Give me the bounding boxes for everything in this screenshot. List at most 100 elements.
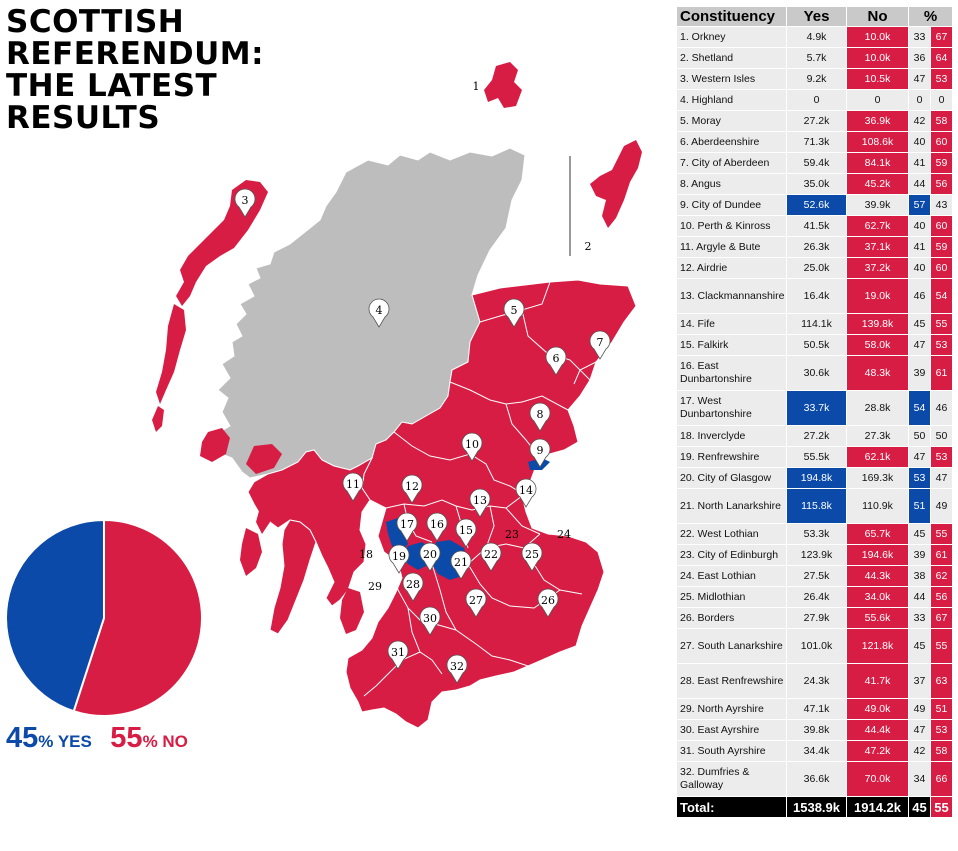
map-marker[interactable]: 10 <box>461 432 483 462</box>
constituency-name: 30. East Ayrshire <box>676 719 787 741</box>
result-summary: 45% YES 55% NO <box>6 722 188 755</box>
map-marker[interactable]: 22 <box>480 542 502 572</box>
marker-pin <box>469 488 491 518</box>
map-marker[interactable]: 20 <box>419 542 441 572</box>
map-marker[interactable]: 12 <box>401 474 423 504</box>
map-marker[interactable]: 11 <box>342 472 364 502</box>
yes-percent-cell: 47 <box>908 334 931 356</box>
map-marker[interactable]: 32 <box>446 654 468 684</box>
table-row: 17. West Dunbartonshire 33.7k 28.8k 54 46 <box>676 390 953 426</box>
no-percent-cell: 53 <box>930 719 953 741</box>
map-marker[interactable]: 24 <box>557 528 571 541</box>
yes-percent-cell: 39 <box>908 544 931 566</box>
map-marker[interactable]: 1 <box>473 80 480 93</box>
map-marker[interactable]: 6 <box>545 346 567 376</box>
map-marker[interactable]: 15 <box>455 518 477 548</box>
region-arran[interactable] <box>340 588 364 634</box>
region-islay[interactable] <box>240 528 262 576</box>
marker-label: 9 <box>537 444 544 457</box>
marker-label: 4 <box>376 304 383 317</box>
region-argyll[interactable] <box>247 449 374 607</box>
map-marker[interactable]: 3 <box>234 188 256 218</box>
map-marker[interactable]: 9 <box>529 438 551 468</box>
region-orkney[interactable] <box>484 62 522 108</box>
region-no-mainland[interactable] <box>345 279 637 729</box>
table-row: 8. Angus 35.0k 45.2k 44 56 <box>676 173 953 195</box>
constituency-name: 18. Inverclyde <box>676 425 787 447</box>
yes-votes: 41.5k <box>786 215 847 237</box>
constituency-name: 15. Falkirk <box>676 334 787 356</box>
region-barra[interactable] <box>152 406 164 432</box>
yes-votes: 25.0k <box>786 257 847 279</box>
map-marker[interactable]: 25 <box>521 542 543 572</box>
no-votes: 62.1k <box>846 446 909 468</box>
region-skye[interactable] <box>200 428 230 462</box>
map-marker[interactable]: 4 <box>368 298 390 328</box>
region-kintyre[interactable] <box>269 519 317 635</box>
map-marker[interactable]: 28 <box>402 572 424 602</box>
map-marker[interactable]: 17 <box>396 512 418 542</box>
yes-percent-cell: 45 <box>908 313 931 335</box>
no-votes: 27.3k <box>846 425 909 447</box>
map-marker[interactable]: 26 <box>537 588 559 618</box>
constituency-name: 10. Perth & Kinross <box>676 215 787 237</box>
constituency-name: 7. City of Aberdeen <box>676 152 787 174</box>
constituency-name: 21. North Lanarkshire <box>676 488 787 524</box>
table-row: 29. North Ayrshire 47.1k 49.0k 49 51 <box>676 698 953 720</box>
marker-pin <box>402 572 424 602</box>
marker-pin <box>529 438 551 468</box>
map-marker[interactable]: 29 <box>368 580 382 593</box>
no-votes: 37.1k <box>846 236 909 258</box>
marker-label: 21 <box>454 556 468 569</box>
map-marker[interactable]: 5 <box>503 298 525 328</box>
marker-label: 16 <box>430 518 444 531</box>
marker-pin <box>503 298 525 328</box>
map-marker[interactable]: 27 <box>465 588 487 618</box>
constituency-name: 4. Highland <box>676 89 787 111</box>
map-marker[interactable]: 18 <box>359 548 373 561</box>
marker-pin <box>461 432 483 462</box>
map-marker[interactable]: 21 <box>450 550 472 580</box>
region-mull[interactable] <box>246 444 282 474</box>
yes-percent-cell: 50 <box>908 425 931 447</box>
table-row: 26. Borders 27.9k 55.6k 33 67 <box>676 607 953 629</box>
yes-votes: 9.2k <box>786 68 847 90</box>
map-marker[interactable]: 31 <box>387 640 409 670</box>
yes-percent-cell: 0 <box>908 89 931 111</box>
marker-pin <box>419 606 441 636</box>
region-uist[interactable] <box>156 304 186 404</box>
map-marker[interactable]: 8 <box>529 402 551 432</box>
map-marker[interactable]: 7 <box>589 330 611 360</box>
yes-votes: 27.2k <box>786 110 847 132</box>
constituency-name: 26. Borders <box>676 607 787 629</box>
map-marker[interactable]: 23 <box>505 528 519 541</box>
region-jura[interactable] <box>256 500 272 534</box>
marker-pin <box>515 478 537 508</box>
region-shetland[interactable] <box>590 140 642 228</box>
title-line: SCOTTISH <box>6 4 185 40</box>
map-marker[interactable]: 16 <box>426 512 448 542</box>
table-row: 30. East Ayrshire 39.8k 44.4k 47 53 <box>676 719 953 741</box>
table-row: 1. Orkney 4.9k 10.0k 33 67 <box>676 26 953 48</box>
table-header-row: Constituency Yes No % <box>676 6 953 27</box>
map-marker[interactable]: 13 <box>469 488 491 518</box>
map-marker[interactable]: 2 <box>585 240 592 253</box>
constituency-name: 31. South Ayrshire <box>676 740 787 762</box>
yes-percent-cell: 33 <box>908 607 931 629</box>
no-percent-cell: 53 <box>930 446 953 468</box>
map-marker[interactable]: 30 <box>419 606 441 636</box>
no-votes: 44.4k <box>846 719 909 741</box>
marker-pin <box>455 518 477 548</box>
yes-votes: 0 <box>786 89 847 111</box>
yes-votes: 71.3k <box>786 131 847 153</box>
map-marker[interactable]: 19 <box>388 544 410 574</box>
yes-percent-cell: 38 <box>908 565 931 587</box>
no-percent-cell: 67 <box>930 26 953 48</box>
no-percent-cell: 60 <box>930 257 953 279</box>
map-marker[interactable]: 14 <box>515 478 537 508</box>
marker-label: 7 <box>597 336 604 349</box>
yes-percent-cell: 51 <box>908 488 931 524</box>
title-line: RESULTS <box>6 100 161 136</box>
no-votes: 10.0k <box>846 26 909 48</box>
